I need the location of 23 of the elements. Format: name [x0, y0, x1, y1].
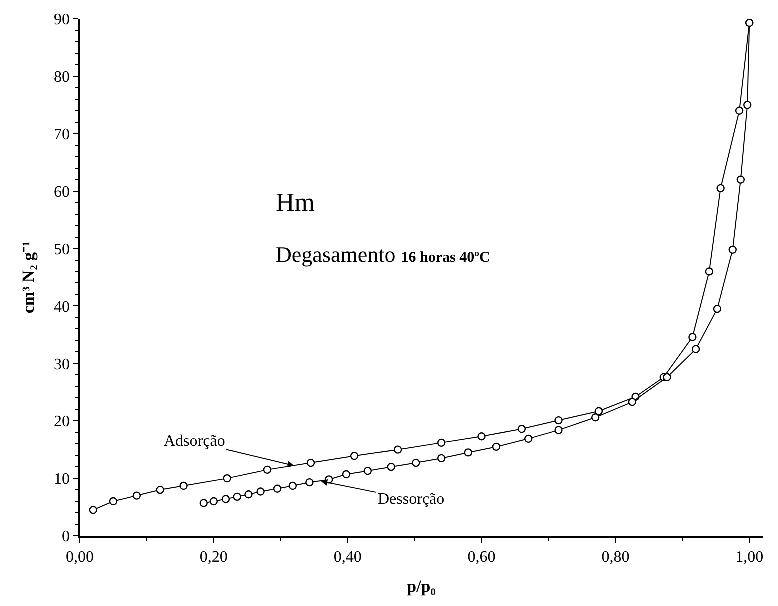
y-tick-label: 90 — [54, 12, 70, 29]
annotation: 16 horas 40ºC — [401, 250, 490, 266]
x-axis-title: p/p₀ — [407, 576, 436, 596]
series-label: Dessorção — [378, 491, 445, 508]
y-axis-title: cm³ N₂ g⁻¹ — [19, 241, 38, 314]
x-tick-label: 0,00 — [66, 548, 94, 566]
y-tick-label: 20 — [54, 414, 70, 431]
y-tick-label: 40 — [54, 298, 70, 316]
x-tick-label: 0,80 — [602, 548, 630, 566]
y-tick-label: 0 — [62, 528, 70, 546]
y-tick-label: 70 — [54, 126, 70, 144]
y-tick-label: 80 — [54, 69, 70, 86]
y-tick-label: 50 — [54, 241, 70, 258]
y-tick-label: 60 — [54, 184, 70, 201]
x-tick-label: 0,60 — [468, 548, 496, 566]
y-tick-label: 30 — [54, 356, 70, 374]
series-label: Adsorção — [164, 433, 226, 450]
annotation: Hm — [276, 188, 315, 217]
x-tick-label: 1,00 — [736, 548, 764, 566]
x-tick-label: 0,20 — [200, 548, 228, 566]
annotation: Degasamento — [276, 242, 396, 267]
x-tick-label: 0,40 — [334, 548, 362, 566]
y-tick-label: 10 — [54, 471, 70, 488]
